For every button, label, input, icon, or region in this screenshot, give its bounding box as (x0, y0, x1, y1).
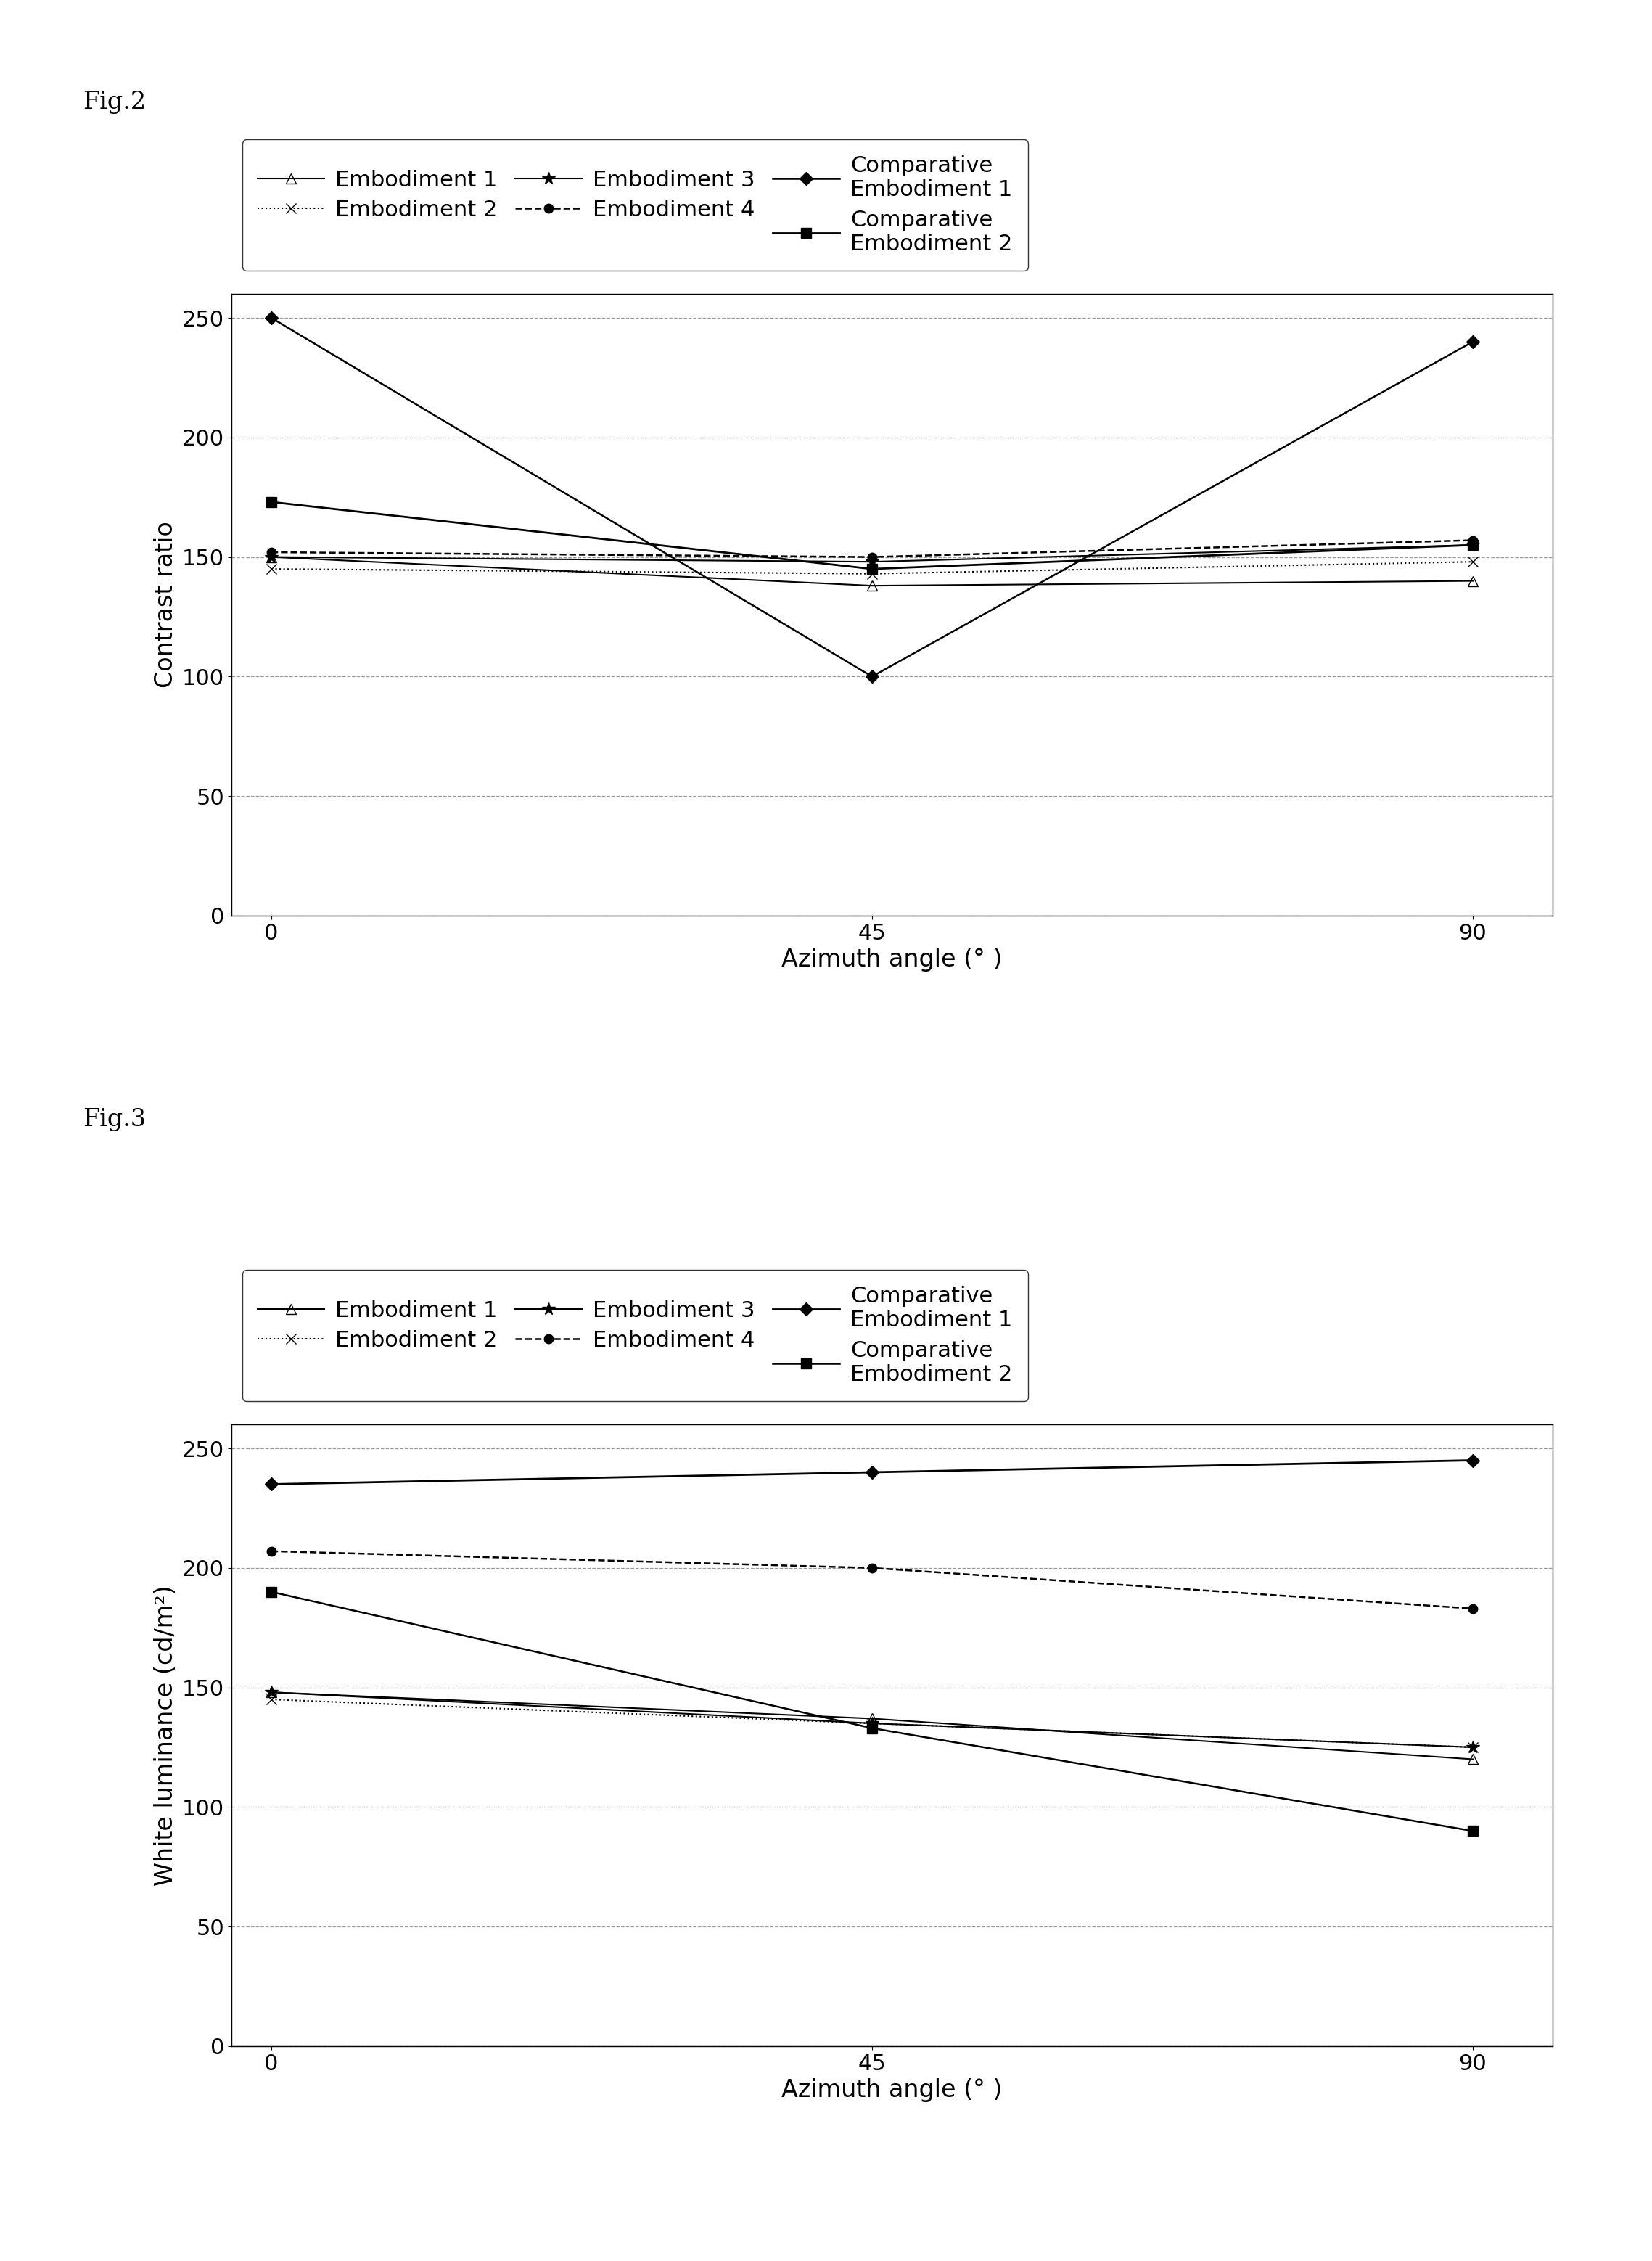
X-axis label: Azimuth angle (° ): Azimuth angle (° ) (781, 2078, 1003, 2103)
Legend: Embodiment 1, Embodiment 2, Embodiment 3, Embodiment 4, Comparative
Embodiment 1: Embodiment 1, Embodiment 2, Embodiment 3… (243, 140, 1028, 271)
Y-axis label: White luminance (cd/m²): White luminance (cd/m²) (154, 1585, 178, 1886)
Text: Fig.2: Fig.2 (83, 90, 145, 113)
Y-axis label: Contrast ratio: Contrast ratio (154, 522, 178, 687)
Text: Fig.3: Fig.3 (83, 1108, 145, 1130)
Legend: Embodiment 1, Embodiment 2, Embodiment 3, Embodiment 4, Comparative
Embodiment 1: Embodiment 1, Embodiment 2, Embodiment 3… (243, 1271, 1028, 1402)
X-axis label: Azimuth angle (° ): Azimuth angle (° ) (781, 947, 1003, 972)
